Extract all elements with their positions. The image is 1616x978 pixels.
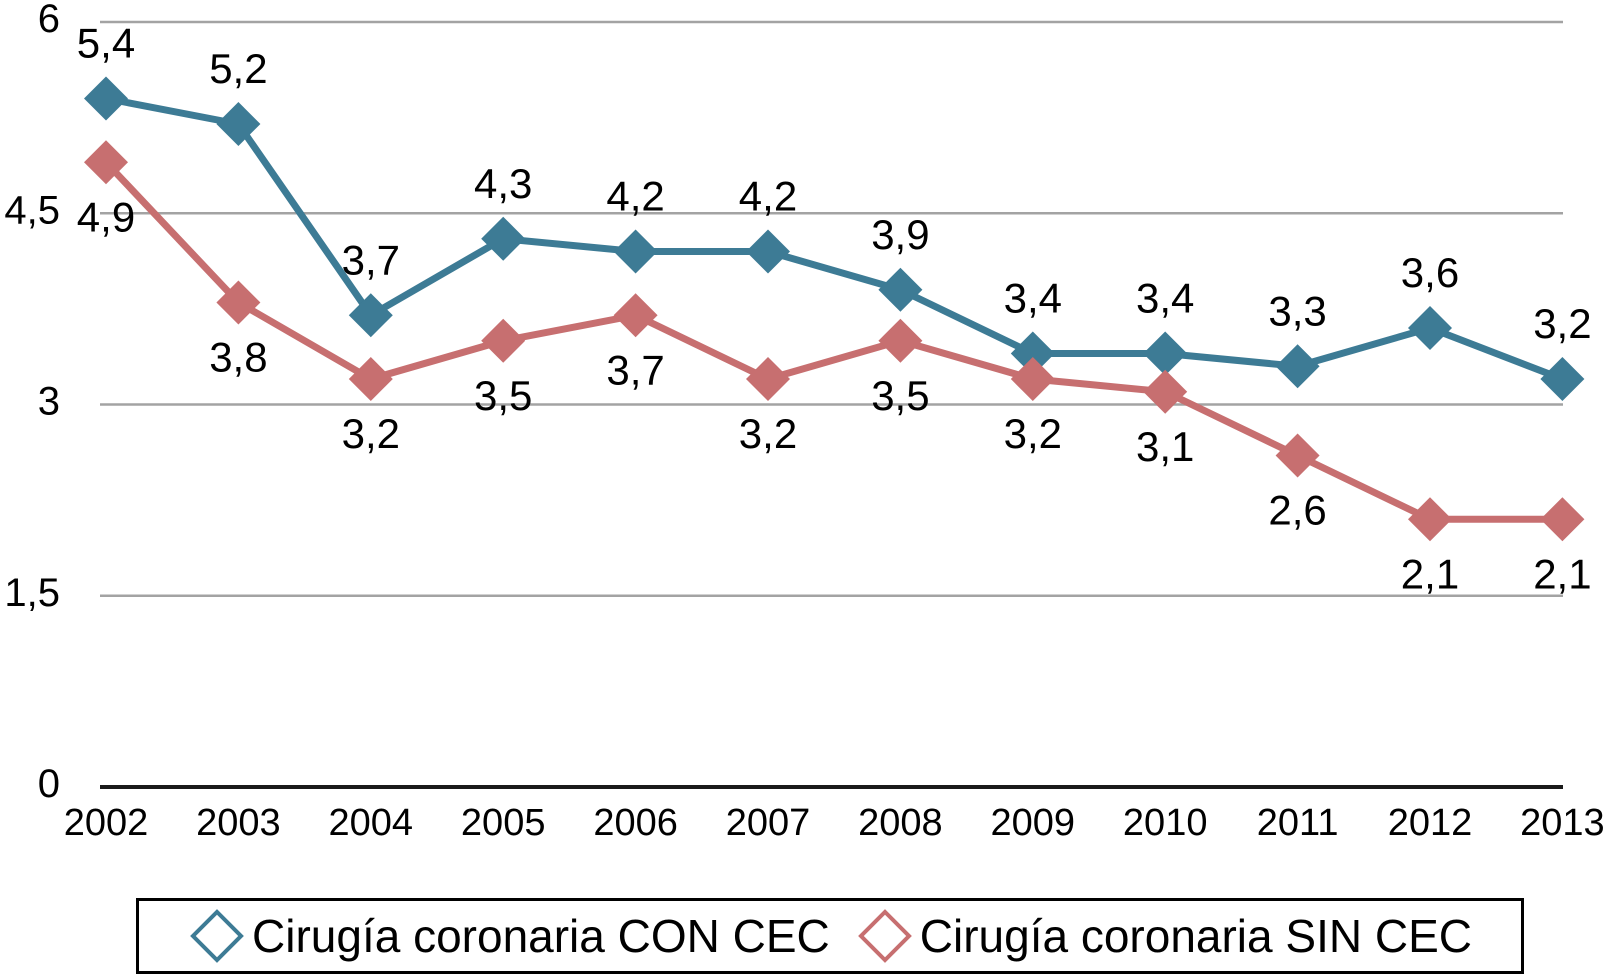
x-axis-tick-label: 2006 <box>593 802 678 844</box>
data-point-marker-con-cec <box>84 76 128 121</box>
data-point-marker-sin-cec <box>878 318 923 363</box>
y-axis-tick-label: 0 <box>38 762 60 806</box>
data-point-label-con-cec: 3,3 <box>1268 287 1326 334</box>
data-point-marker-sin-cec <box>481 318 526 363</box>
data-point-label-sin-cec: 3,2 <box>342 410 400 457</box>
data-point-label-con-cec: 3,9 <box>871 211 929 258</box>
data-point-label-sin-cec: 3,5 <box>474 372 532 419</box>
data-point-marker-con-cec <box>348 293 393 338</box>
x-axis-tick-label: 2011 <box>1257 802 1339 844</box>
data-point-label-con-cec: 3,4 <box>1136 275 1194 322</box>
legend-label-sin-cec: Cirugía coronaria SIN CEC <box>919 910 1472 962</box>
data-point-marker-con-cec <box>1408 306 1452 350</box>
data-point-label-con-cec: 4,3 <box>474 160 532 207</box>
data-point-label-sin-cec: 3,2 <box>1004 410 1062 457</box>
data-point-marker-con-cec <box>1275 344 1320 389</box>
data-point-label-con-cec: 5,4 <box>77 20 135 67</box>
data-point-label-con-cec: 3,4 <box>1004 275 1062 322</box>
data-point-label-sin-cec: 3,2 <box>739 410 797 457</box>
y-axis-tick-label: 6 <box>38 0 60 41</box>
data-point-marker-con-cec <box>1540 357 1585 401</box>
data-point-marker-sin-cec <box>84 140 128 185</box>
data-point-marker-sin-cec <box>1010 357 1055 401</box>
data-point-label-sin-cec: 3,7 <box>606 346 664 393</box>
data-point-marker-sin-cec <box>216 280 261 325</box>
data-point-label-con-cec: 3,7 <box>342 236 400 283</box>
data-point-label-con-cec: 4,2 <box>739 173 797 220</box>
y-axis-tick-label: 1,5 <box>4 571 60 615</box>
y-axis-tick-label: 4,5 <box>4 188 60 232</box>
x-axis-tick-label: 2005 <box>461 802 546 844</box>
series-line-sin-cec <box>102 158 1566 523</box>
data-point-label-sin-cec: 3,5 <box>871 372 929 419</box>
x-axis-tick-label: 2003 <box>196 802 281 844</box>
x-axis-tick-label: 2007 <box>726 802 811 844</box>
data-point-label-sin-cec: 2,6 <box>1268 487 1326 534</box>
data-point-label-con-cec: 4,2 <box>606 173 664 220</box>
legend-item-con-cec: Cirugía coronaria CON CEC <box>188 909 830 963</box>
data-point-label-con-cec: 5,2 <box>209 45 267 92</box>
data-point-label-con-cec: 3,6 <box>1401 249 1459 296</box>
data-point-label-sin-cec: 3,1 <box>1136 423 1194 470</box>
data-point-label-con-cec: 3,2 <box>1533 300 1591 347</box>
data-point-marker-sin-cec <box>348 357 393 401</box>
data-point-label-sin-cec: 4,9 <box>77 193 135 240</box>
data-point-marker-sin-cec <box>1540 497 1585 542</box>
data-point-marker-con-cec <box>481 216 526 261</box>
data-point-label-sin-cec: 2,1 <box>1401 550 1459 597</box>
x-axis-tick-label: 2008 <box>858 802 943 844</box>
data-point-marker-con-cec <box>1010 331 1055 376</box>
data-point-marker-con-cec <box>613 229 658 274</box>
y-axis-tick-label: 3 <box>38 380 60 424</box>
x-axis-tick-label: 2013 <box>1520 802 1605 844</box>
data-point-marker-sin-cec <box>1408 497 1452 542</box>
data-point-label-sin-cec: 2,1 <box>1533 550 1591 597</box>
data-point-marker-con-cec <box>1143 331 1188 376</box>
x-axis-tick-label: 2004 <box>329 802 414 844</box>
x-axis-tick-label: 2010 <box>1123 802 1208 844</box>
x-axis-tick-label: 2012 <box>1388 802 1473 844</box>
legend-diamond-con-cec-icon <box>190 909 244 963</box>
legend-item-sin-cec: Cirugía coronaria SIN CEC <box>856 909 1472 963</box>
legend-diamond-sin-cec-icon <box>857 909 912 963</box>
data-point-marker-con-cec <box>878 267 923 312</box>
legend: Cirugía coronaria CON CEC Cirugía corona… <box>136 898 1524 974</box>
data-point-marker-sin-cec <box>746 357 790 401</box>
data-point-marker-sin-cec <box>613 293 658 338</box>
series-line-con-cec <box>102 95 1566 383</box>
x-axis-tick-label: 2002 <box>64 802 149 844</box>
data-point-marker-sin-cec <box>1275 433 1320 478</box>
data-point-marker-sin-cec <box>1143 369 1188 414</box>
data-point-marker-con-cec <box>746 229 790 274</box>
data-point-label-sin-cec: 3,8 <box>209 334 267 381</box>
x-axis-tick-label: 2009 <box>991 802 1076 844</box>
data-point-marker-con-cec <box>216 102 261 146</box>
legend-label-con-cec: Cirugía coronaria CON CEC <box>252 910 830 962</box>
